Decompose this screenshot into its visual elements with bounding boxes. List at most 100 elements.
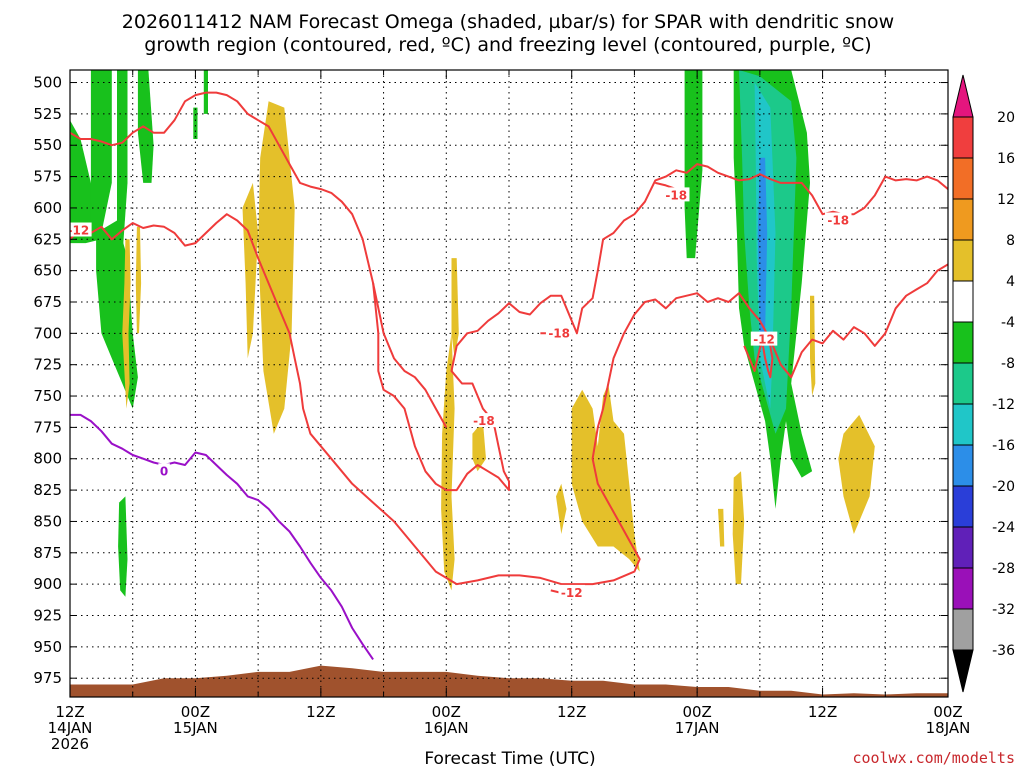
omega-shading [70, 70, 875, 597]
y-tick-label-550: 550 [33, 136, 62, 154]
contour-label-bg-dgz-upper-m12 [70, 222, 92, 237]
contour-label-bg-dgz-lower-m18 [470, 413, 498, 428]
colorbar-label-8: 8 [1006, 233, 1015, 249]
colorbar-label--20: -20 [992, 479, 1015, 495]
x-tick-label-12-2: 15JAN [173, 719, 218, 737]
colorbar-bin--32--28 [952, 567, 974, 610]
x-tick-label-72-1: 12Z [808, 703, 837, 721]
omega-yellow-13 [838, 414, 875, 534]
contour-label-dgz-top-m18: -18 [665, 188, 687, 202]
colorbar-label--4: -4 [1001, 315, 1015, 331]
omega-green-3 [117, 70, 128, 259]
colorbar: 20 16 12 8 4 -4 -8 -12 -16 -20 -24 -28 -32 -36 [952, 74, 1015, 693]
omega-yellow-6 [451, 258, 459, 359]
contour-lines: -12 -18 -18 -18 -18 -12 -12 0 [68, 91, 948, 660]
omega-yellow-10 [718, 508, 725, 547]
colorbar-label--36: -36 [992, 643, 1015, 659]
y-axis: 500 525 550 575 600 625 650 675 700 725 750 775 800 8… [33, 74, 948, 687]
contour-label-dgz-inner-m12: -12 [753, 333, 775, 347]
colorbar-label--24: -24 [992, 520, 1015, 536]
colorbar-bin--4-4 [952, 280, 974, 323]
x-tick-label-12-1: 00Z [181, 703, 210, 721]
contour-dgz-upper-m12 [70, 213, 948, 586]
x-tick-label-0-2: 14JAN [48, 719, 93, 737]
omega-yellow-5 [441, 333, 455, 591]
y-tick-label-725: 725 [33, 356, 62, 374]
contour-label-dgz-lower-m18: -18 [473, 414, 495, 428]
contour-label-bg-dgz-upper-m18 [825, 212, 852, 227]
colorbar-cap-bottom [952, 649, 974, 693]
omega-yellow-7 [472, 421, 486, 472]
y-tick-label-575: 575 [33, 168, 62, 186]
grid-lines [69, 70, 949, 697]
omega-yellow-1 [122, 239, 131, 409]
y-tick-label-625: 625 [33, 230, 62, 248]
y-tick-label-800: 800 [33, 450, 62, 468]
title-line-2: growth region (contoured, red, ºC) and f… [144, 34, 871, 56]
contour-label-bg-freezing-level-0 [158, 463, 170, 478]
x-tick-label-24-1: 12Z [306, 703, 335, 721]
contour-label-freezing-level-0: 0 [160, 464, 168, 478]
omega-green-8 [118, 496, 128, 597]
x-axis-title: Forecast Time (UTC) [424, 749, 595, 768]
colorbar-label--12: -12 [992, 397, 1015, 413]
colorbar-bin-16-20 [952, 116, 974, 159]
colorbar-bin--16--12 [952, 403, 974, 446]
colorbar-bin--36--32 [952, 608, 974, 651]
y-tick-label-925: 925 [33, 606, 62, 624]
y-tick-label-875: 875 [33, 544, 62, 562]
x-tick-label-48-1: 12Z [557, 703, 586, 721]
y-tick-label-900: 900 [33, 575, 62, 593]
omega-green-4 [96, 220, 138, 409]
contour-label-dgz-upper-m12: -12 [68, 224, 90, 238]
colorbar-label-16: 16 [997, 151, 1015, 167]
y-tick-label-850: 850 [33, 512, 62, 530]
y-tick-label-650: 650 [33, 262, 62, 280]
x-tick-label-0-3: 2026 [51, 735, 89, 753]
colorbar-label--28: -28 [992, 561, 1015, 577]
omega-yellow-9 [556, 483, 567, 534]
x-tick-label-84-2: 18JAN [926, 719, 971, 737]
omega-green-9 [684, 70, 703, 259]
colorbar-label-12: 12 [997, 192, 1015, 208]
omega-yellow-3 [258, 101, 295, 434]
x-tick-label-36-2: 16JAN [424, 719, 469, 737]
contour-label-bg-dgz-top-m18 [662, 187, 690, 202]
omega-yellow-11 [732, 471, 745, 585]
colorbar-label--32: -32 [992, 602, 1015, 618]
contour-label-dgz-bottom-m12: -12 [561, 586, 583, 600]
contour-freezing-level-0 [70, 413, 374, 660]
y-tick-label-600: 600 [33, 199, 62, 217]
colorbar-label-20: 20 [997, 110, 1015, 126]
contour-dgz-lower-m18 [372, 282, 448, 428]
contour-dgz-inner-m12 [743, 332, 774, 379]
x-tick-label-0-1: 12Z [55, 703, 84, 721]
y-tick-label-750: 750 [33, 387, 62, 405]
omega-yellow-8 [571, 383, 640, 572]
omega-green-2 [90, 70, 112, 233]
contour-label-dgz-upper-m18: -18 [827, 213, 849, 227]
colorbar-bin--28--24 [952, 526, 974, 569]
y-tick-label-675: 675 [33, 293, 62, 311]
colorbar-bin-8-12 [952, 198, 974, 241]
x-tick-label-60-2: 17JAN [675, 719, 720, 737]
omega-green-5 [137, 70, 154, 183]
omega-yellow-2 [135, 226, 142, 334]
y-tick-label-950: 950 [33, 638, 62, 656]
omega-blue [757, 157, 768, 334]
colorbar-cap-top [952, 74, 974, 118]
y-tick-label-525: 525 [33, 105, 62, 123]
y-tick-label-500: 500 [33, 74, 62, 92]
colorbar-label--16: -16 [992, 438, 1015, 454]
omega-green-6 [193, 107, 198, 139]
y-tick-label-700: 700 [33, 324, 62, 342]
omega-yellow-12 [810, 295, 816, 396]
colorbar-bin--8--4 [952, 321, 974, 364]
colorbar-bin--24--20 [952, 485, 974, 528]
title-line-1: 2026011412 NAM Forecast Omega (shaded, µ… [122, 11, 894, 33]
y-tick-label-825: 825 [33, 481, 62, 499]
colorbar-bin-4-8 [952, 239, 974, 282]
colorbar-bin--20--16 [952, 444, 974, 487]
